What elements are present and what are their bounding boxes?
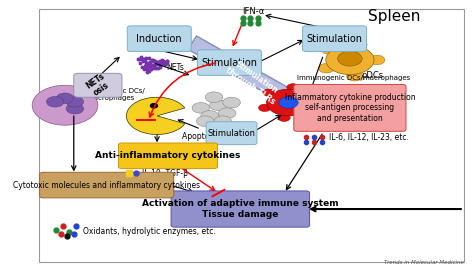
Circle shape	[263, 89, 275, 96]
Text: NETs: NETs	[166, 63, 184, 72]
Circle shape	[205, 92, 223, 102]
Wedge shape	[127, 97, 185, 134]
Circle shape	[279, 97, 298, 108]
Polygon shape	[188, 36, 315, 116]
Text: Stimulation: Stimulation	[201, 58, 257, 68]
Text: IL-6, IL-12, IL-23, etc.: IL-6, IL-12, IL-23, etc.	[329, 133, 409, 142]
Circle shape	[150, 104, 157, 108]
FancyBboxPatch shape	[197, 50, 261, 75]
FancyBboxPatch shape	[171, 191, 310, 227]
FancyBboxPatch shape	[127, 26, 191, 51]
Circle shape	[258, 104, 271, 112]
Text: Induction: Induction	[137, 34, 182, 44]
Circle shape	[66, 96, 83, 107]
Text: IL-10, TGF-β: IL-10, TGF-β	[142, 169, 188, 178]
Text: Stimulation: Stimulation	[307, 34, 363, 44]
FancyBboxPatch shape	[294, 84, 406, 131]
Circle shape	[306, 94, 319, 101]
Circle shape	[287, 84, 299, 91]
Circle shape	[210, 100, 227, 111]
Circle shape	[321, 45, 337, 54]
Text: NETs
osis: NETs osis	[84, 71, 112, 99]
Circle shape	[32, 85, 98, 125]
FancyBboxPatch shape	[206, 122, 257, 145]
Circle shape	[56, 93, 74, 104]
Circle shape	[46, 96, 64, 107]
Circle shape	[319, 63, 334, 73]
Text: Inflammatory cytokine production
self-antigen processing
and presentation: Inflammatory cytokine production self-an…	[284, 93, 415, 123]
Text: Stimulation: Stimulation	[208, 129, 255, 138]
Text: Immunogenic DCs/macrophages: Immunogenic DCs/macrophages	[297, 75, 410, 81]
FancyBboxPatch shape	[118, 143, 218, 169]
FancyBboxPatch shape	[40, 172, 173, 198]
Circle shape	[351, 40, 367, 49]
Circle shape	[192, 102, 210, 113]
Text: Trends in Molecular Medicine: Trends in Molecular Medicine	[384, 260, 464, 265]
Text: Apoptotic debris: Apoptotic debris	[182, 132, 246, 141]
Circle shape	[337, 51, 362, 66]
Circle shape	[223, 97, 240, 108]
Circle shape	[302, 109, 314, 116]
Circle shape	[201, 111, 219, 121]
Text: pDCs: pDCs	[361, 72, 383, 80]
Circle shape	[214, 116, 232, 126]
Circle shape	[197, 116, 214, 126]
Text: Anti-inflammatory cytokines: Anti-inflammatory cytokines	[95, 151, 241, 160]
Circle shape	[346, 72, 363, 81]
FancyBboxPatch shape	[302, 26, 366, 51]
Circle shape	[369, 55, 385, 65]
Circle shape	[219, 108, 236, 119]
Text: Oxidants, hydrolytic enzymes, etc.: Oxidants, hydrolytic enzymes, etc.	[82, 227, 215, 236]
Text: Activation of adaptive immune system
Tissue damage: Activation of adaptive immune system Tis…	[142, 199, 338, 219]
Text: Spleen: Spleen	[367, 9, 420, 24]
Text: Stimulation
through TLRs: Stimulation through TLRs	[224, 57, 283, 106]
Text: Neutrophils: Neutrophils	[43, 110, 83, 116]
Circle shape	[278, 114, 290, 122]
Text: Cytotoxic molecules and inflammatory cytokines: Cytotoxic molecules and inflammatory cyt…	[13, 180, 200, 190]
Circle shape	[266, 89, 310, 116]
FancyBboxPatch shape	[74, 73, 122, 97]
Text: Tolerogenic DCs/
macrophages: Tolerogenic DCs/ macrophages	[87, 88, 145, 101]
Circle shape	[66, 103, 83, 114]
Text: IFN-α: IFN-α	[242, 7, 264, 16]
Circle shape	[326, 45, 374, 75]
